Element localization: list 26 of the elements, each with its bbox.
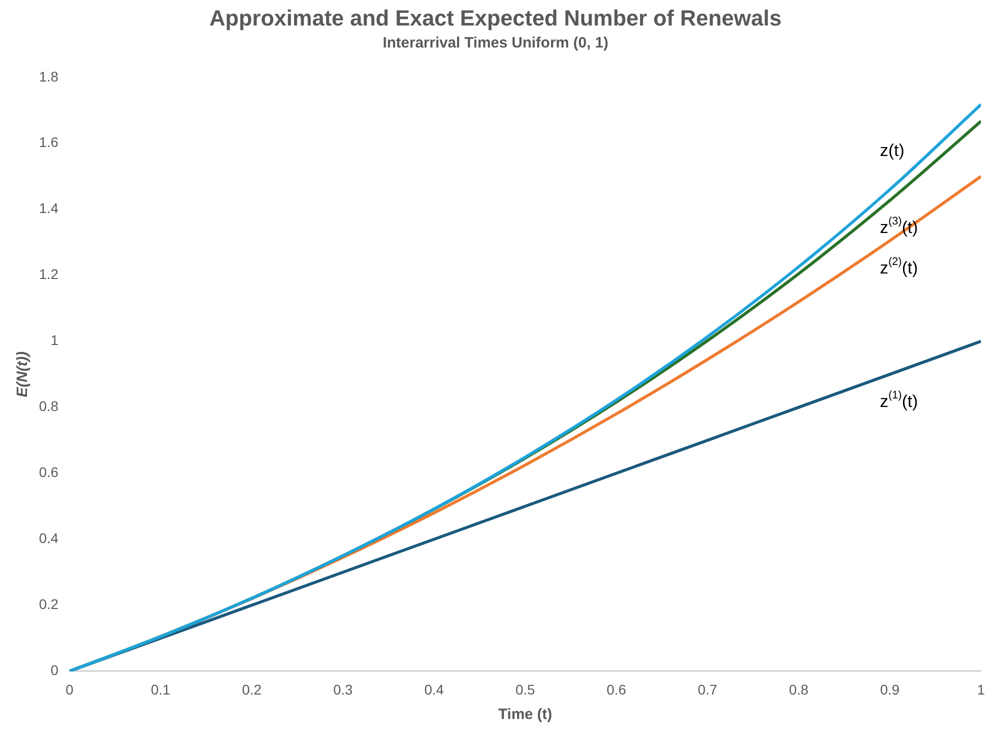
chart-title: Approximate and Exact Expected Number of Renewals	[209, 5, 782, 30]
y-tick-label: 0.8	[38, 398, 59, 414]
x-tick-label: 1	[977, 681, 986, 698]
x-axis-title: Time (t)	[498, 706, 552, 724]
y-tick-label: 1	[50, 332, 59, 348]
y-tick-label: 0.2	[38, 596, 59, 612]
x-tick-label: 0.1	[150, 681, 171, 698]
y-tick-label: 1.2	[38, 266, 59, 282]
y-tick-label: 1.4	[38, 200, 59, 216]
x-tick-label: 0.2	[242, 681, 262, 698]
y-tick-label: 1.6	[38, 134, 59, 150]
x-tick-label: 0	[66, 681, 74, 698]
x-tick-label: 0.9	[880, 681, 900, 698]
x-tick-label: 0.3	[333, 681, 353, 698]
y-axis-title: E(N(t))	[14, 351, 32, 398]
x-tick-label: 0.7	[698, 681, 718, 698]
x-tick-label: 0.4	[424, 681, 444, 698]
y-tick-label: 0.6	[38, 464, 59, 480]
series-label: z(t)	[880, 141, 904, 160]
y-tick-label: 1.8	[38, 68, 59, 84]
x-tick-label: 0.8	[788, 681, 809, 698]
chart-subtitle: Interarrival Times Uniform (0, 1)	[382, 34, 608, 52]
x-tick-label: 0.5	[515, 681, 536, 698]
x-tick-label: 0.6	[606, 681, 626, 698]
y-tick-label: 0.4	[38, 530, 59, 546]
y-tick-label: 0	[50, 662, 59, 678]
